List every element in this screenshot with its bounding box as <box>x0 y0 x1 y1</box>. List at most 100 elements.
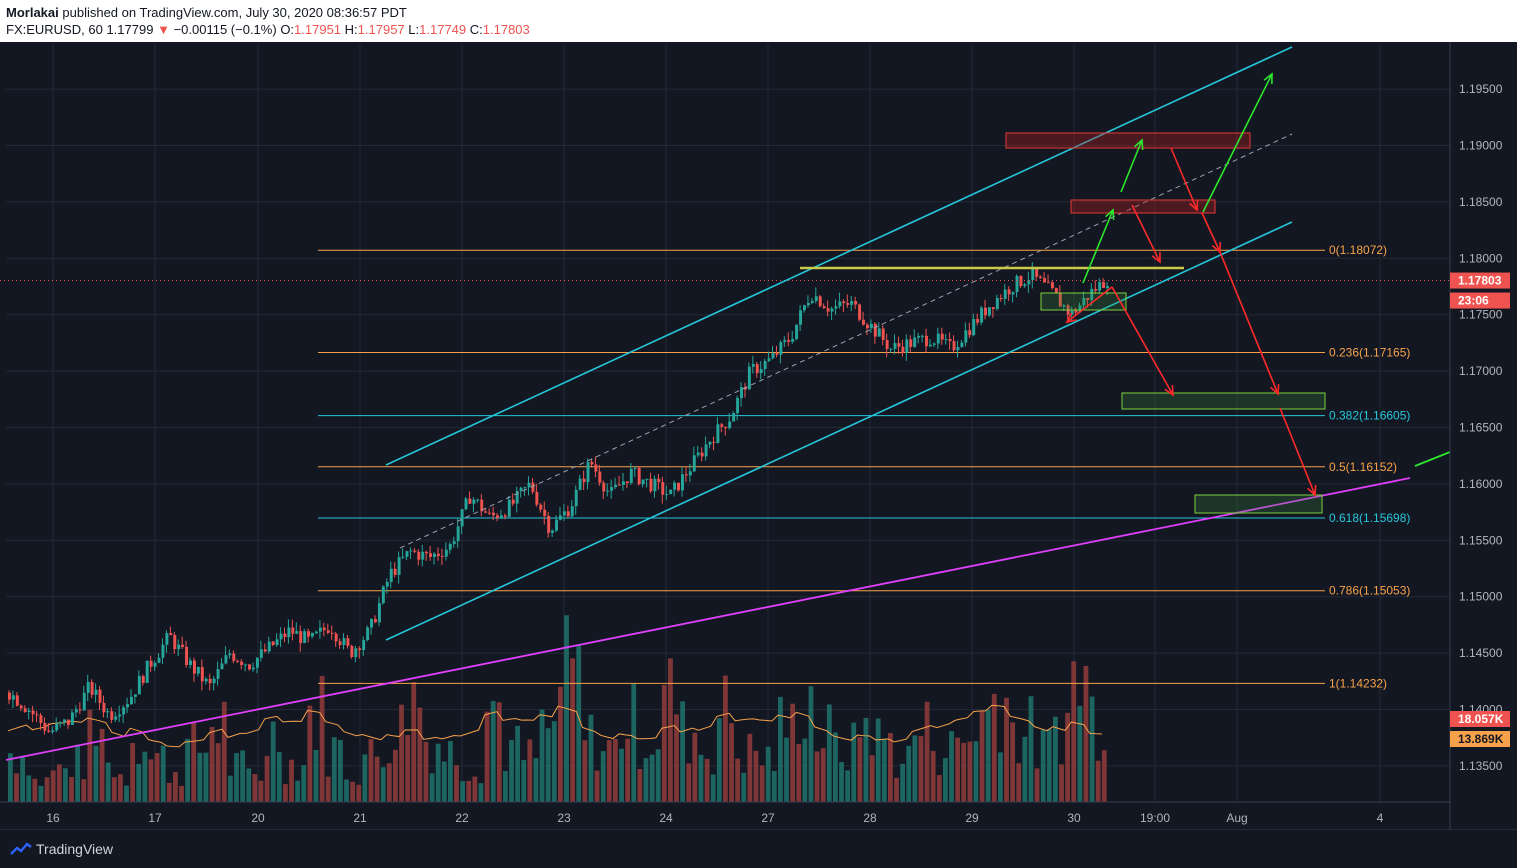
author-name[interactable]: Morlakai <box>6 5 59 20</box>
x-tick-label: 22 <box>455 811 469 825</box>
candle-body <box>940 333 944 340</box>
candle-body <box>240 661 244 666</box>
volume-bar <box>319 675 325 802</box>
candle-body <box>326 630 330 633</box>
fib-level-label: 0.618(1.15698) <box>1329 511 1410 525</box>
volume-bar <box>1046 729 1052 802</box>
volume-bar <box>1040 729 1046 802</box>
red-arrow-2 <box>1131 204 1161 263</box>
green-arrow-1-head <box>1105 208 1115 221</box>
candle-body <box>232 653 236 661</box>
sell-zone-upper <box>1005 132 1251 149</box>
volume-bar <box>209 727 215 802</box>
candle-body <box>629 468 633 483</box>
candle-body <box>429 553 433 557</box>
channel-midline <box>399 133 1293 549</box>
candle-body <box>621 481 625 485</box>
last-price-tag: 1.17803 <box>1458 274 1502 288</box>
candle-body <box>921 335 925 337</box>
footer-brand: TradingView <box>36 841 114 857</box>
sell-zone-lower <box>1070 199 1216 214</box>
candle-body <box>834 306 838 309</box>
candle-body <box>114 716 118 720</box>
tradingview-logo[interactable]: TradingView <box>10 841 113 857</box>
red-arrow-0-head <box>1065 312 1077 324</box>
candle-body <box>303 631 307 643</box>
volume-bar <box>81 779 87 802</box>
candle-body <box>236 660 240 662</box>
candle-body <box>566 511 570 517</box>
candle-body <box>468 498 472 504</box>
volume-bar <box>881 738 887 802</box>
volume-bar <box>283 784 288 802</box>
candle-body <box>873 323 877 337</box>
green-arrow-2 <box>1120 139 1143 193</box>
candle-body <box>956 347 960 351</box>
volume-bar <box>478 783 484 802</box>
volume-bar <box>839 762 844 802</box>
volume-bar <box>936 775 942 802</box>
candles <box>8 262 1109 735</box>
red-arrow-5-head <box>1270 383 1280 396</box>
candle-body <box>637 467 641 485</box>
volume-bar <box>203 752 209 802</box>
volume-bar <box>246 768 252 802</box>
volume-bar <box>1010 722 1016 802</box>
candle-body <box>314 631 318 634</box>
volume-bar <box>191 722 197 802</box>
candle-body <box>869 323 873 329</box>
candle-body <box>909 339 913 348</box>
volume-bar <box>643 758 649 802</box>
candle-body <box>421 551 425 560</box>
red-arrow-0 <box>1066 286 1113 323</box>
candle-body <box>570 506 574 517</box>
support-trendline <box>5 477 1411 761</box>
green-arrow-1 <box>1082 209 1114 284</box>
drawings <box>0 46 1451 761</box>
candle-body <box>515 491 519 504</box>
candle-body <box>696 452 700 456</box>
volume-bar <box>38 785 44 802</box>
candle-body <box>775 353 779 355</box>
candle-body <box>1039 276 1043 279</box>
candle-body <box>275 639 279 646</box>
volume-bar <box>435 743 441 802</box>
candle-body <box>547 515 551 533</box>
candle-body <box>1003 289 1007 299</box>
candle-body <box>165 633 169 645</box>
candle-body <box>409 550 413 552</box>
candle-body <box>543 509 547 516</box>
volume-bar <box>551 721 557 802</box>
volume-bar <box>930 750 936 802</box>
candle-body <box>19 705 23 709</box>
symbol-label[interactable]: FX:EURUSD, 60 <box>6 22 103 37</box>
candle-body <box>405 551 409 557</box>
trendline-extension <box>1414 451 1451 467</box>
volume-bar <box>631 683 637 802</box>
candle-body <box>795 324 799 340</box>
volume-bar <box>8 753 13 802</box>
volume-bar <box>955 737 961 802</box>
red-arrow-2-head <box>1151 251 1161 264</box>
volume-bar <box>240 750 246 802</box>
x-tick-label: 4 <box>1377 811 1384 825</box>
candle-body <box>413 550 417 552</box>
candle-body <box>460 509 464 527</box>
volume-bar <box>405 735 411 802</box>
publish-line: Morlakai published on TradingView.com, J… <box>6 5 407 20</box>
candle-body <box>783 339 787 343</box>
candle-body <box>688 471 692 476</box>
candle-body <box>728 421 732 429</box>
candle-body <box>102 702 106 713</box>
volume-bar <box>527 739 533 802</box>
candle-body <box>444 549 448 557</box>
volume-bar <box>1101 750 1107 802</box>
price-chart[interactable]: 0(1.18072) 0.236(1.17165) 0.382(1.16605) 0.… <box>0 0 1517 830</box>
candle-body <box>389 568 393 583</box>
candle-body <box>984 307 987 316</box>
candle-body <box>574 489 578 507</box>
candle-body <box>161 644 165 658</box>
buy-zone-current <box>1040 292 1127 311</box>
candle-body <box>1078 305 1082 313</box>
candle-body <box>192 660 196 674</box>
